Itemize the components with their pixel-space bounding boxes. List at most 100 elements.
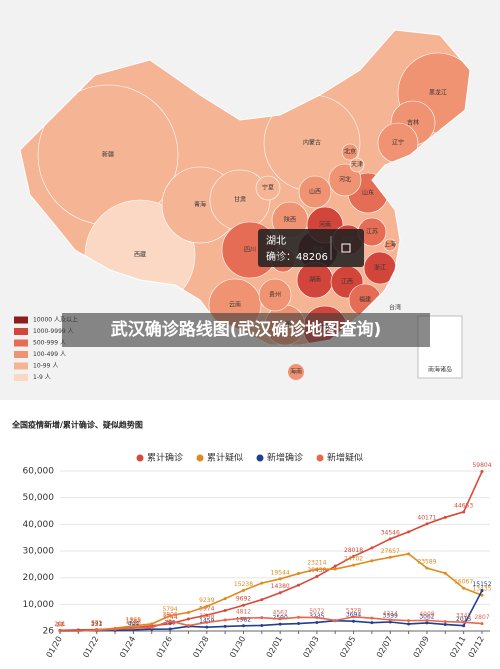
- data-point: [333, 564, 337, 568]
- data-label: 3399: [383, 613, 398, 620]
- province-label: 江西: [341, 279, 353, 286]
- data-point: [297, 572, 301, 576]
- data-point: [168, 627, 172, 631]
- data-point: [443, 571, 447, 575]
- data-point: [260, 616, 264, 620]
- data-label: 5794: [162, 606, 177, 613]
- tooltip-region: 湖北: [266, 235, 286, 247]
- legend-label: 500-999 人: [33, 340, 66, 347]
- data-point: [278, 622, 282, 626]
- overlay-band: [62, 313, 430, 347]
- data-point: [260, 581, 264, 585]
- data-label: 1965: [126, 616, 141, 623]
- data-point: [388, 555, 392, 559]
- data-point: [150, 622, 154, 626]
- province-label: 湖北: [312, 246, 324, 254]
- data-point: [241, 616, 245, 620]
- data-point: [333, 567, 337, 571]
- data-point: [315, 616, 319, 620]
- data-label: 40171: [417, 514, 436, 521]
- data-point: [425, 618, 429, 622]
- province-label: 新疆: [102, 151, 114, 159]
- data-label: 1287: [126, 618, 141, 625]
- data-label: 257: [91, 621, 103, 628]
- data-point: [131, 624, 135, 628]
- legend-label: 累计疑似: [207, 452, 243, 464]
- province-label: 台湾: [389, 304, 401, 312]
- data-label: 3694: [346, 612, 361, 619]
- data-point: [205, 620, 209, 624]
- province-label: 辽宁: [392, 139, 404, 147]
- x-tick-label: 02/01: [265, 635, 284, 659]
- data-label: 9239: [199, 597, 214, 604]
- data-label: 444: [128, 620, 140, 627]
- data-label: 4812: [236, 609, 251, 616]
- tooltip-value: 确诊：48206: [266, 250, 328, 263]
- data-point: [352, 619, 356, 623]
- legend-label: 累计确诊: [147, 452, 183, 464]
- data-point: [462, 624, 466, 628]
- data-label: 2807: [474, 614, 489, 621]
- data-label: 3062: [419, 613, 434, 620]
- data-label: 9692: [236, 596, 251, 603]
- data-point: [370, 559, 374, 563]
- province-label: 云南: [229, 301, 241, 309]
- province-label: 重庆: [277, 256, 289, 264]
- data-point: [443, 515, 447, 519]
- y-tick-label: 50,000: [23, 493, 55, 503]
- province-label: 河南: [319, 221, 331, 229]
- data-point: [370, 621, 374, 625]
- legend-label: 1000-9999 人: [33, 328, 74, 335]
- data-point: [388, 618, 392, 622]
- data-point: [480, 593, 484, 597]
- data-label: 23589: [417, 559, 436, 566]
- data-label: 4008: [419, 611, 434, 618]
- data-label: 27: [56, 621, 64, 628]
- data-point: [223, 597, 227, 601]
- province-label: 贵州: [269, 291, 281, 299]
- data-label: 571: [91, 620, 103, 627]
- data-point: [407, 552, 411, 556]
- chart-title: 全国疫情新增/累计确诊、疑似趋势图: [11, 420, 143, 430]
- province-label: 内蒙古: [303, 139, 321, 147]
- data-label: 14380: [271, 583, 290, 590]
- data-label: 23214: [307, 560, 326, 567]
- province-area: [383, 238, 397, 252]
- data-point: [425, 522, 429, 526]
- province-area: [298, 175, 332, 209]
- data-point: [241, 624, 245, 628]
- data-label: 15152: [472, 581, 491, 588]
- y-tick-label: 40,000: [23, 520, 55, 530]
- legend-swatch: [14, 316, 28, 324]
- province-area: [328, 163, 362, 197]
- data-point: [297, 615, 301, 619]
- legend-swatch: [14, 374, 28, 381]
- data-point: [462, 510, 466, 514]
- province-label: 甘肃: [234, 196, 246, 204]
- province-label: 广东: [319, 324, 331, 332]
- series-line: [59, 590, 483, 632]
- tooltip-icon: [341, 243, 351, 253]
- data-point: [480, 589, 484, 593]
- data-label: 24702: [344, 556, 363, 563]
- data-point: [370, 616, 374, 620]
- data-point: [352, 615, 356, 619]
- tooltip: [258, 229, 364, 267]
- data-label: 19544: [271, 569, 290, 576]
- legend-label: 100-499 人: [33, 351, 66, 358]
- data-point: [407, 530, 411, 534]
- province-area: [255, 175, 281, 201]
- province-label: 湖南: [309, 276, 321, 284]
- data-point: [407, 619, 411, 623]
- data-point: [480, 470, 484, 474]
- data-point: [278, 591, 282, 595]
- x-tick-label: 01/26: [155, 635, 174, 659]
- data-label: 4562: [273, 609, 288, 616]
- legend-marker: [136, 454, 144, 462]
- data-point: [425, 566, 429, 570]
- legend-marker: [196, 454, 204, 462]
- data-point: [315, 620, 319, 624]
- province-label: 江苏: [366, 228, 378, 236]
